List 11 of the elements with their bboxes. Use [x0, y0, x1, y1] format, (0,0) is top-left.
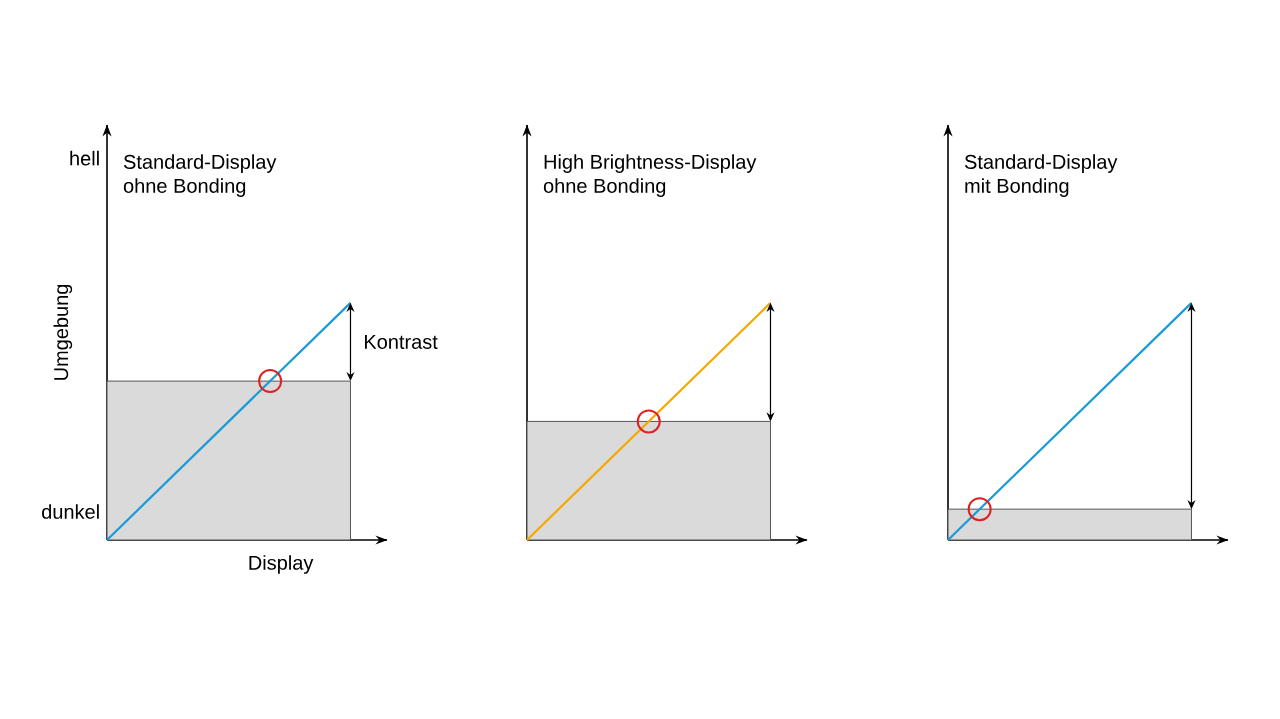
x-axis-title: Display: [249, 555, 314, 574]
chart-subtitle: ohne Bonding: [123, 178, 246, 197]
chart-title: High Brightness-Display: [544, 154, 757, 173]
y-axis-title: Umgebung: [53, 284, 73, 380]
chart-subtitle: ohne Bonding: [543, 178, 666, 197]
chart-title: Standard-Display: [964, 154, 1118, 173]
text: hell: [70, 150, 99, 166]
chart-title: Standard-Display: [123, 154, 277, 173]
annotation: dunkel: [42, 504, 99, 519]
annotation: Kontrast: [365, 335, 438, 349]
chart-subtitle: mit Bonding: [965, 178, 1069, 197]
